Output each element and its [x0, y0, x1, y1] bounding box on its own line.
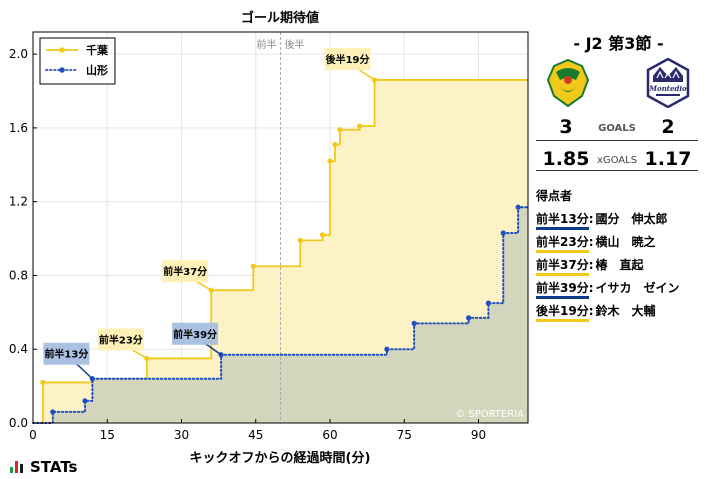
data-point [319, 232, 326, 238]
annotation-label: 前半23分 [99, 333, 143, 346]
x-tick-label: 90 [471, 428, 486, 442]
away-badge-text: Montedio [648, 84, 687, 93]
plot-frame [32, 31, 529, 424]
home-goals: 3 [559, 116, 573, 138]
scorer-time: 後半19分 [536, 304, 589, 322]
x-tick-label: 75 [397, 428, 412, 442]
x-axis-label: キックオフからの経過時間(分) [190, 450, 371, 466]
series-area [33, 79, 528, 424]
data-point [50, 409, 56, 415]
scorer-time: 前半39分 [536, 281, 589, 299]
data-point [337, 127, 343, 133]
annotation-box [97, 328, 144, 351]
legend-swatch-marker [59, 47, 65, 53]
annotation-arrow [74, 362, 93, 380]
data-point [297, 237, 303, 244]
annotation-box [43, 342, 90, 365]
annotation-box [162, 260, 209, 283]
scorer-item: 前半13分: 國分 伸太郎 [536, 210, 704, 233]
scorer-time: 前半13分 [536, 212, 589, 230]
annotation-label: 後半19分 [326, 53, 370, 66]
annotation-box [172, 322, 219, 345]
series-line [32, 206, 529, 424]
y-tick-label: 0.0 [9, 416, 28, 430]
y-tick-label: 1.6 [9, 121, 28, 135]
scorer-item: 前半39分: イサカ ゼイン [536, 279, 704, 302]
scorer-item: 前半37分: 椿 直起 [536, 256, 704, 279]
scorers-list: 前半13分: 國分 伸太郎 前半23分: 横山 暁之 前半37分: 椿 直起 前半39… [536, 210, 704, 325]
legend-swatch-marker [59, 67, 65, 73]
annotation-label: 前半39分 [173, 328, 217, 341]
series-area [33, 207, 528, 423]
y-tick-label: 2.0 [9, 47, 28, 61]
scorer-name: イサカ ゼイン [595, 281, 680, 295]
away-xg: 1.17 [644, 148, 692, 170]
y-tick-label: 0.4 [9, 342, 28, 356]
data-point [82, 398, 88, 404]
watermark: © SPORTERIA [455, 409, 524, 420]
montedio-yamagata-logo: Montedio [646, 58, 690, 108]
scorer-item: 後半19分: 鈴木 大輔 [536, 302, 704, 325]
away-goals: 2 [661, 116, 675, 138]
data-point [515, 204, 521, 210]
x-tick-label: 45 [248, 428, 263, 442]
x-tick-label: 30 [174, 428, 189, 442]
scorer-name: 横山 暁之 [595, 235, 656, 249]
x-tick-label: 15 [100, 428, 115, 442]
annotation-label: 前半37分 [163, 265, 207, 278]
y-tick-label: 1.2 [9, 195, 28, 209]
xg-row: 1.85 xGOALS 1.17 [536, 148, 698, 172]
scorer-name: 國分 伸太郎 [595, 212, 668, 226]
divider [536, 140, 698, 141]
xg-label: xGOALS [596, 155, 638, 166]
y-tick-label: 0.8 [9, 268, 28, 282]
goals-label: GOALS [598, 123, 636, 134]
data-point [384, 346, 390, 352]
scorer-time: 前半37分 [536, 258, 589, 276]
data-point [500, 230, 506, 236]
x-tick-label: 60 [322, 428, 337, 442]
match-panel: - J2 第3節 - Montedio 3 GOALS 2 1.85 xGOAL… [530, 0, 707, 479]
data-point [327, 158, 333, 164]
scorer-name: 鈴木 大輔 [595, 304, 656, 318]
scorers-title: 得点者 [536, 189, 573, 203]
halftime-label-second: 後半 [285, 38, 305, 51]
data-point [485, 300, 491, 306]
annotation-box [324, 47, 371, 70]
data-point [466, 315, 472, 321]
data-point [411, 320, 417, 327]
data-point [40, 379, 46, 386]
legend-label: 千葉 [86, 43, 109, 57]
divider [536, 170, 698, 171]
annotation-label: 前半13分 [44, 348, 88, 361]
halftime-label-first: 前半 [257, 38, 277, 51]
goals-row: 3 GOALS 2 [536, 116, 698, 140]
data-point [357, 123, 363, 129]
brand-text: STATs [30, 458, 78, 476]
x-tick-label: 0 [29, 428, 37, 442]
stats-brand: STATs [10, 458, 77, 476]
legend-label: 山形 [86, 63, 108, 77]
legend-box [39, 37, 116, 85]
chart-title: ゴール期待値 [241, 10, 319, 26]
stats-bars-icon [10, 461, 24, 473]
jef-united-logo [546, 58, 590, 108]
scorer-item: 前半23分: 横山 暁之 [536, 233, 704, 256]
scorer-time: 前半23分 [536, 235, 589, 253]
scorer-name: 椿 直起 [595, 258, 644, 272]
home-xg: 1.85 [542, 148, 590, 170]
match-title: - J2 第3節 - [573, 34, 664, 53]
data-point [332, 141, 338, 148]
data-point [250, 263, 256, 269]
